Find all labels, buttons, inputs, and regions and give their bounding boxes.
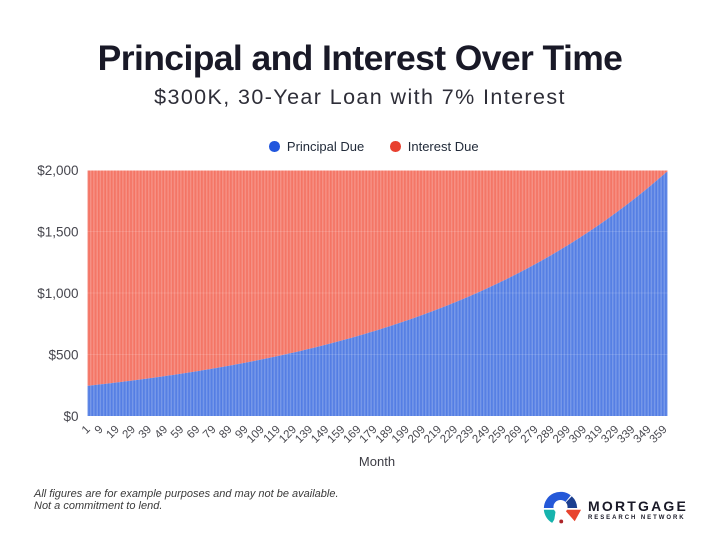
svg-text:39: 39 — [137, 424, 155, 442]
svg-text:49: 49 — [153, 424, 171, 442]
svg-text:69: 69 — [185, 424, 203, 442]
svg-text:29: 29 — [121, 424, 139, 442]
svg-text:Month: Month — [359, 454, 395, 469]
svg-text:89: 89 — [217, 424, 235, 442]
svg-text:359: 359 — [648, 424, 670, 446]
svg-text:$2,000: $2,000 — [37, 163, 78, 178]
svg-text:$1,500: $1,500 — [37, 224, 78, 239]
svg-text:79: 79 — [201, 424, 219, 442]
svg-text:$0: $0 — [63, 409, 78, 424]
svg-text:$1,000: $1,000 — [37, 286, 78, 301]
svg-text:$500: $500 — [48, 347, 78, 362]
svg-text:19: 19 — [104, 424, 122, 442]
svg-text:1: 1 — [80, 424, 93, 437]
svg-text:59: 59 — [169, 424, 187, 442]
svg-text:9: 9 — [93, 424, 106, 437]
